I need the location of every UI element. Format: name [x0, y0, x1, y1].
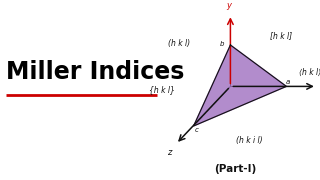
Text: ⟨h k l⟩: ⟨h k l⟩ — [299, 68, 320, 76]
Text: b: b — [220, 41, 225, 47]
Text: (h k l): (h k l) — [168, 39, 190, 48]
Text: [h k l]: [h k l] — [270, 31, 292, 40]
Text: {h k l}: {h k l} — [148, 86, 174, 94]
Text: (h k i l): (h k i l) — [236, 136, 263, 145]
Text: Miller Indices: Miller Indices — [6, 60, 185, 84]
Text: y: y — [226, 1, 231, 10]
Text: (Part-I): (Part-I) — [214, 164, 256, 174]
Polygon shape — [194, 45, 286, 126]
Text: z: z — [167, 148, 172, 157]
Text: c: c — [195, 127, 199, 134]
Text: a: a — [286, 79, 290, 85]
